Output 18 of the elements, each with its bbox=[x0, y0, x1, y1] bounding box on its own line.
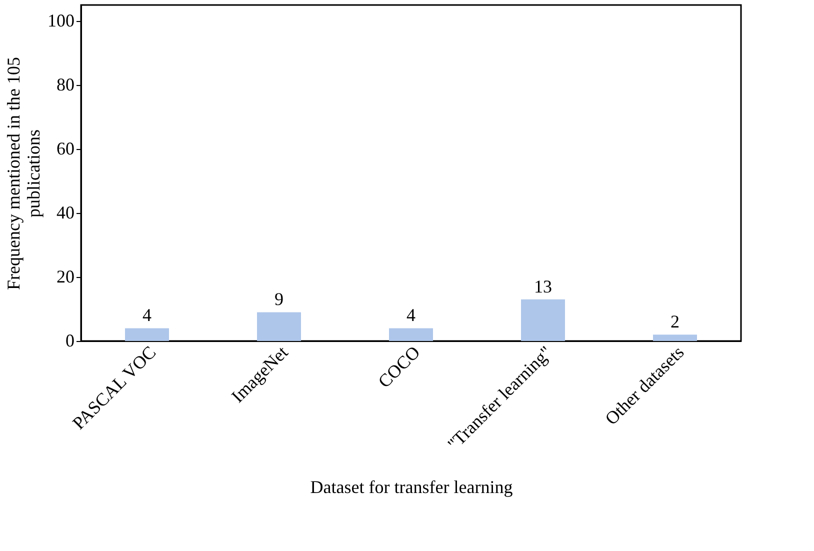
data-label: 9 bbox=[274, 289, 284, 310]
y-tick-label: 80 bbox=[56, 74, 74, 94]
y-tick-label: 60 bbox=[56, 138, 74, 158]
y-tick-label: 100 bbox=[48, 10, 74, 30]
bar bbox=[653, 334, 697, 341]
data-label: 13 bbox=[534, 276, 552, 296]
data-label: 4 bbox=[142, 305, 152, 326]
y-axis-title: Frequency mentioned in the 105 publications bbox=[4, 57, 44, 290]
bar bbox=[389, 328, 433, 341]
y-tick-label: 20 bbox=[56, 266, 74, 286]
y-tick-label: 0 bbox=[66, 330, 74, 350]
bar bbox=[125, 328, 169, 341]
data-label: 2 bbox=[670, 312, 680, 332]
data-label: 4 bbox=[406, 305, 416, 326]
x-axis-title: Dataset for transfer learning bbox=[310, 477, 513, 498]
bar bbox=[521, 299, 565, 341]
y-tick-label: 40 bbox=[56, 202, 74, 222]
bar bbox=[257, 312, 301, 341]
